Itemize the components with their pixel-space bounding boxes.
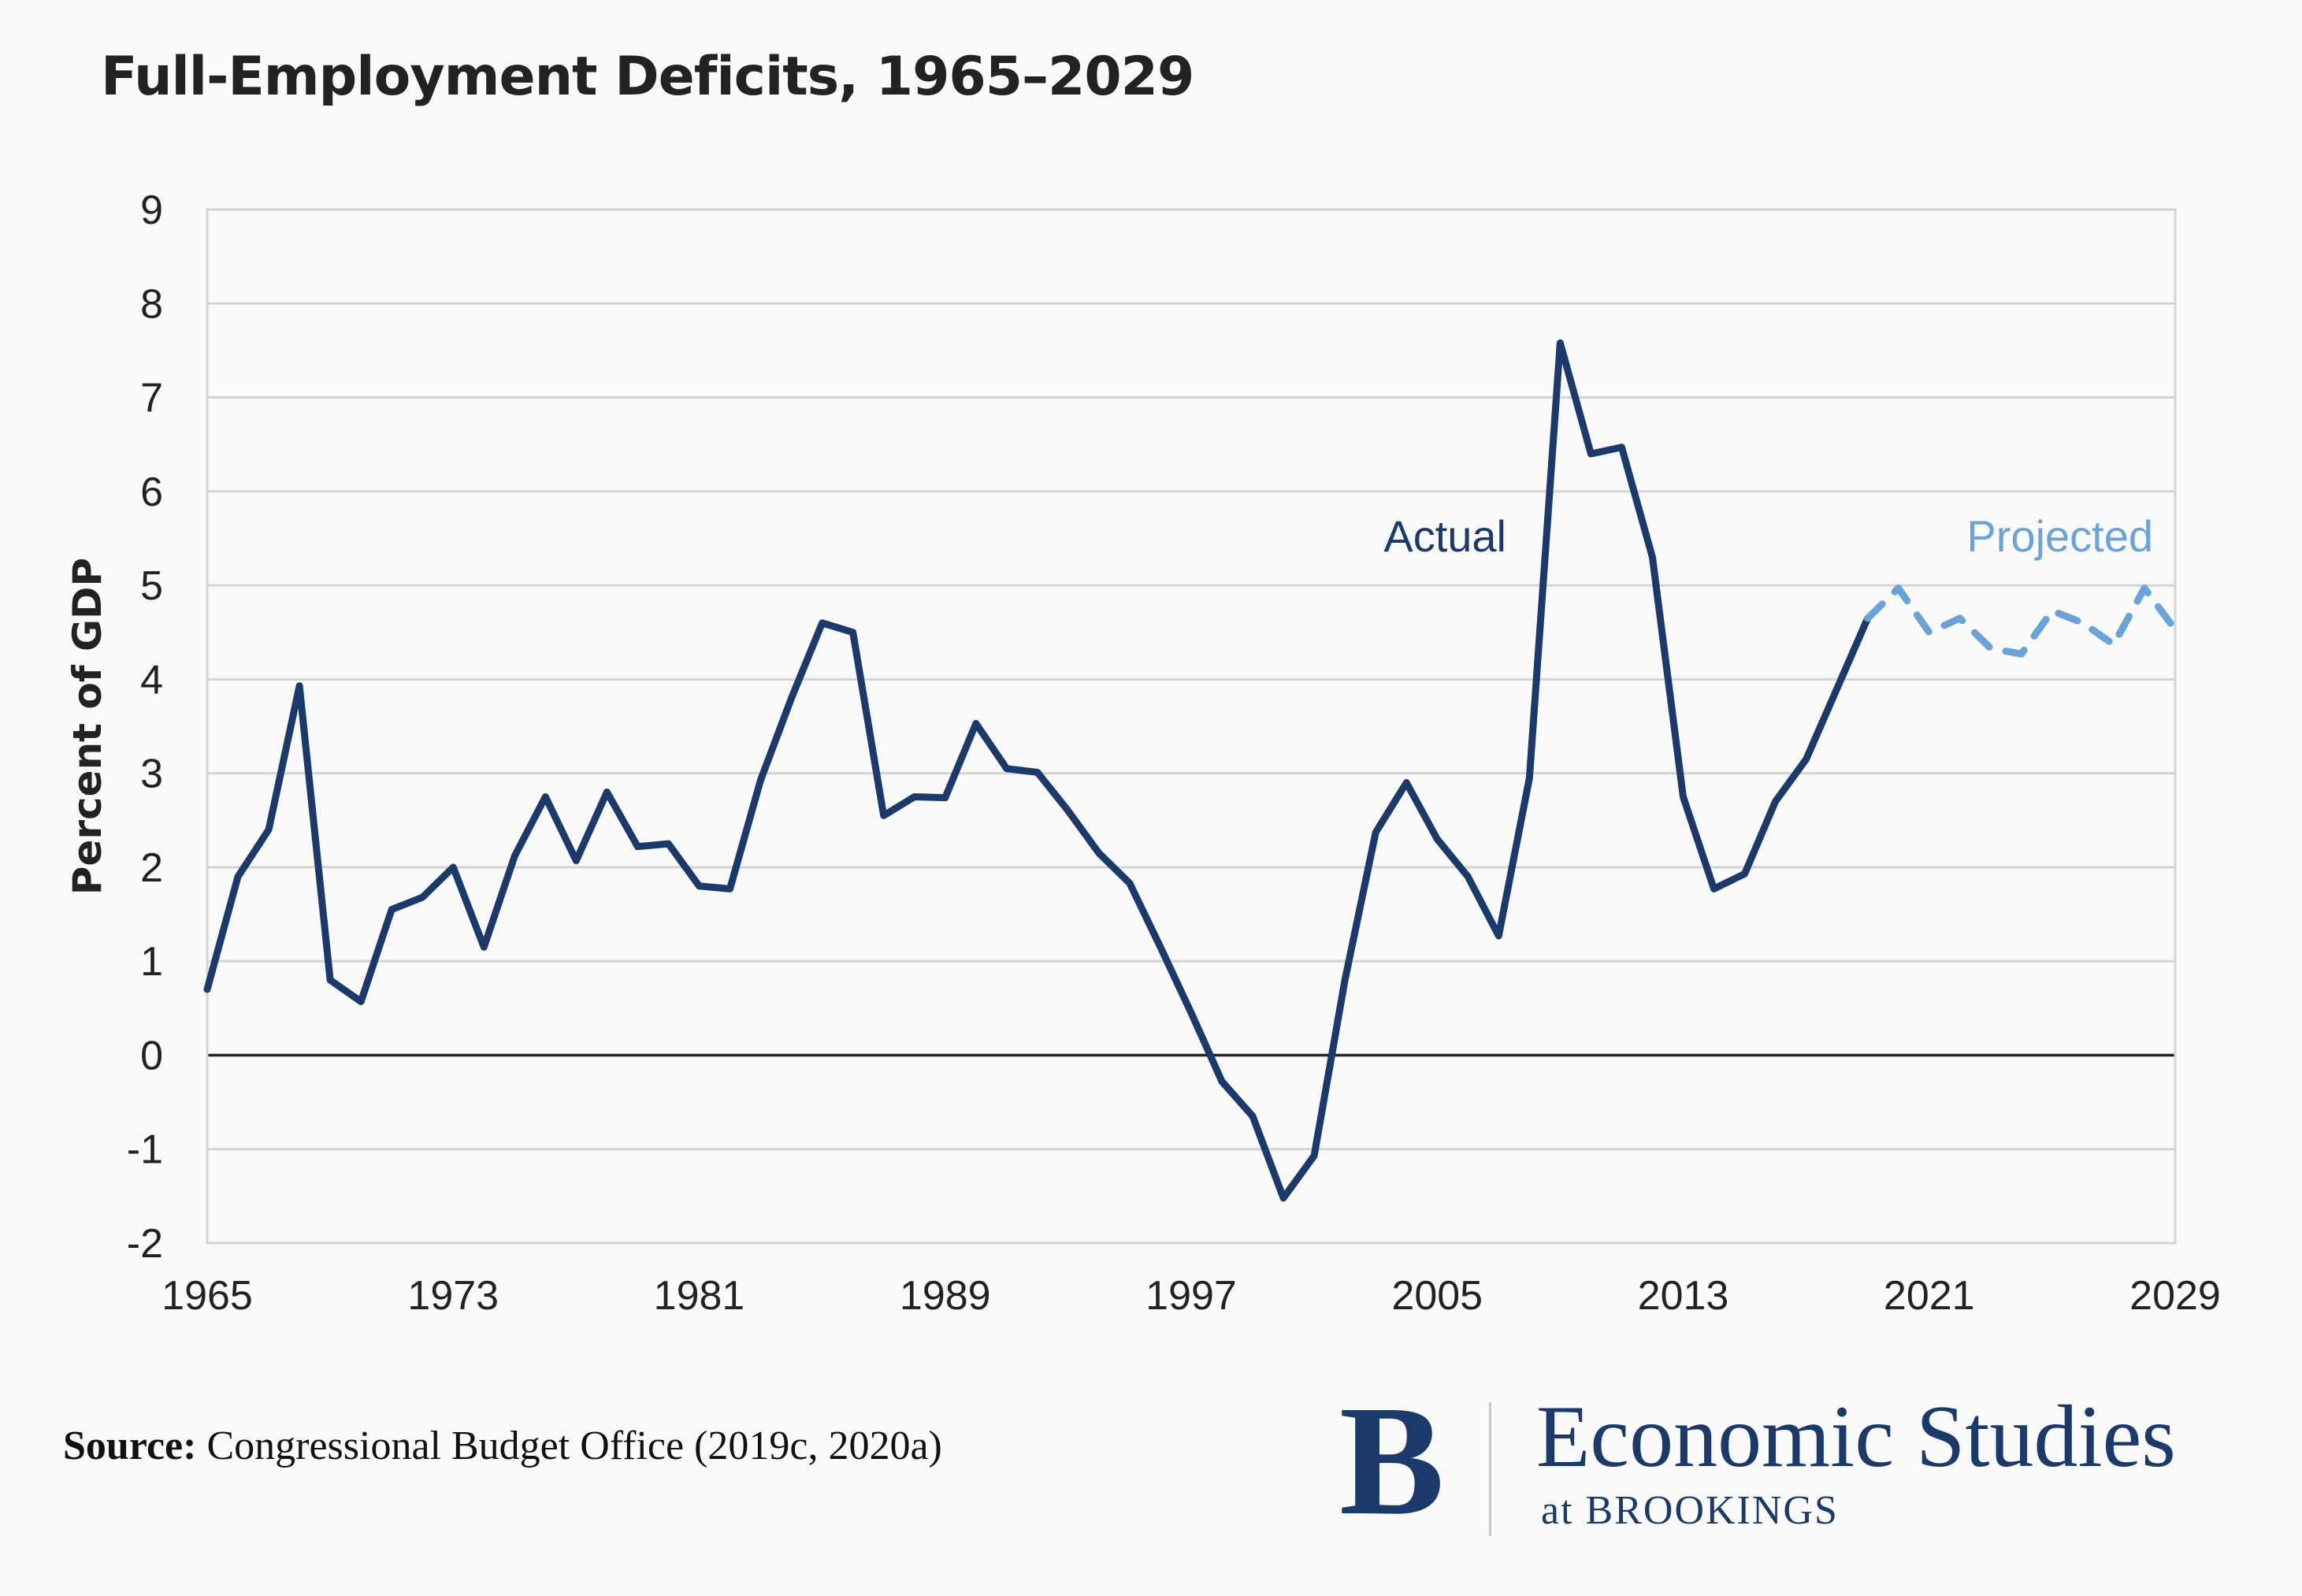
x-tick-label: 2005 [1391, 1273, 1483, 1319]
y-tick-label: -2 [127, 1221, 163, 1267]
x-tick-label: 2021 [1884, 1273, 1975, 1319]
series-annotation: Actual [1383, 511, 1506, 561]
y-tick-label: 1 [140, 939, 163, 985]
source-note: Source: Congressional Budget Office (201… [63, 1423, 942, 1469]
y-tick-label: 4 [140, 657, 163, 703]
y-tick-label: 3 [140, 752, 163, 797]
x-tick-label: 1973 [407, 1273, 499, 1319]
logo-letter: B [1339, 1374, 1445, 1548]
brookings-logo: B Economic Studies at BROOKINGS [1339, 1374, 2245, 1548]
logo-sub-text: at BROOKINGS [1541, 1488, 1839, 1533]
y-tick-label: 2 [140, 845, 163, 891]
y-tick-label: 8 [140, 281, 163, 327]
y-tick-label: 9 [140, 187, 163, 233]
y-axis-label: Percent of GDP [65, 558, 110, 895]
series-line-actual [203, 339, 1872, 1202]
y-tick-label: 6 [140, 470, 163, 515]
source-text: Congressional Budget Office (2019c, 2020… [196, 1423, 942, 1468]
y-tick-label: -1 [127, 1127, 163, 1173]
y-tick-label: 0 [140, 1033, 163, 1078]
x-tick-label: 1965 [162, 1273, 253, 1319]
plot-border [206, 208, 2177, 1245]
line-chart: -2 -1 0 1 2 3 4 5 6 7 8 9 1965 1973 1981 1989 1997 2005 20… [65, 187, 2221, 1319]
x-tick-label: 1981 [654, 1273, 745, 1319]
y-tick-label: 5 [140, 563, 163, 609]
x-tick-label: 1997 [1145, 1273, 1237, 1319]
x-tick-label: 2029 [2129, 1273, 2221, 1319]
series-annotation: Projected [1966, 511, 2153, 561]
y-tick-label: 7 [140, 376, 163, 421]
series-line-projected [1864, 585, 2179, 658]
chart-title: Full-Employment Deficits, 1965–2029 [101, 46, 1194, 108]
logo-main-text: Economic Studies [1536, 1388, 2176, 1486]
source-label: Source: [63, 1423, 197, 1468]
x-tick-label: 1989 [900, 1273, 991, 1319]
x-tick-label: 2013 [1638, 1273, 1729, 1319]
logo-divider [1489, 1402, 1491, 1536]
